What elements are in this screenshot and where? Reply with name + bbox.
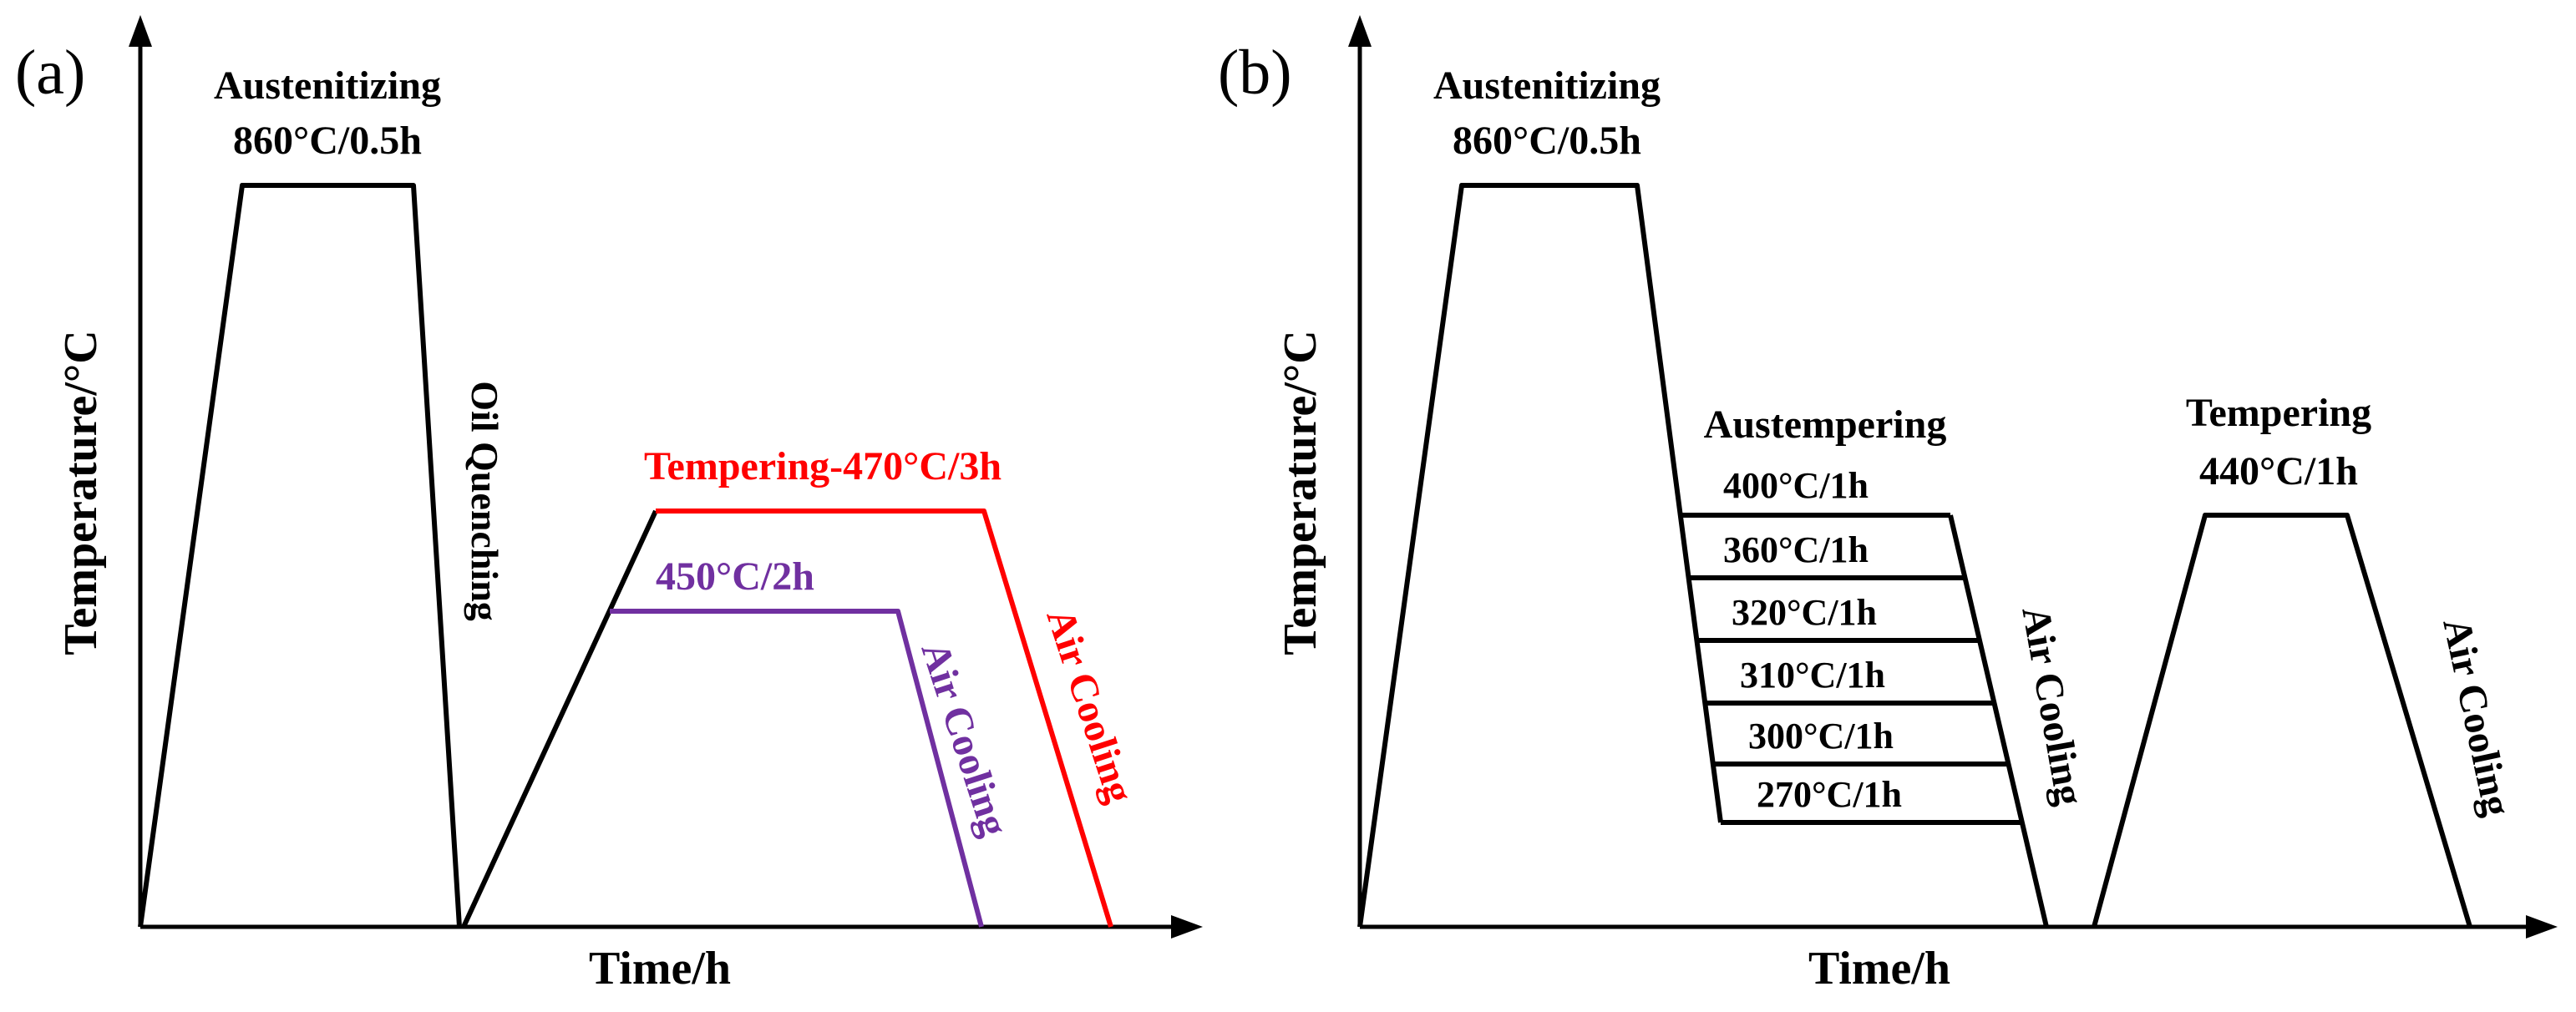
panel-a-y-arrow-icon [129,15,152,47]
panel-a-y-axis-label: Temperature/°C [55,330,107,655]
panel-b-tempering-title: Tempering [2186,391,2371,435]
panel-a-axes [138,35,1182,929]
panel-b-y-arrow-icon [1348,15,1372,47]
austemper-label-300: 300°C/1h [1748,716,1894,756]
panel-a-x-arrow-icon [1171,915,1203,939]
panel-a-tempering-470-curve [656,509,1113,928]
panel-b-axes [1357,35,2531,929]
austemper-label-360: 360°C/1h [1723,529,1869,570]
panel-a-austenitizing-condition: 860°C/0.5h [233,119,422,163]
panel-b-tempering-curve [2092,513,2472,928]
panel-b-label: (b) [1218,38,1292,108]
panel-b-austempering-holds [1679,513,2021,825]
austemper-label-270: 270°C/1h [1757,774,1902,815]
panel-a-austenitizing-quench-curve [138,183,462,928]
austemper-label-310: 310°C/1h [1740,655,1885,696]
panel-b-tempering-condition: 440°C/1h [2199,449,2358,493]
austemper-label-400: 400°C/1h [1723,465,1869,506]
panel-a-air-cooling-red-label: Air Cooling [1037,604,1142,808]
panel-b: (b) Temperature/°C Time/h Austenitizing … [1218,15,2558,994]
panel-b-air-cooling-line [1948,514,2049,928]
panel-a-label: (a) [15,38,85,108]
panel-a-reheat-ramp [461,509,658,929]
panel-b-air-cooling-1-label: Air Cooling [2013,603,2092,808]
panel-a-quench-label: Oil Quenching [464,381,506,621]
panel-b-austenitizing-condition: 860°C/0.5h [1453,119,1641,163]
panel-a-tempering-450-label: 450°C/2h [656,554,814,599]
panel-b-x-axis-label: Time/h [1808,943,1950,994]
panel-a-austenitizing-title: Austenitizing [214,63,441,108]
panel-a-tempering-450-curve [610,609,984,928]
panel-a-tempering-470-label: Tempering-470°C/3h [644,444,1001,488]
austemper-label-320: 320°C/1h [1732,592,1877,633]
panel-b-y-axis-label: Temperature/°C [1275,330,1326,655]
panel-b-austenitizing-quench-curve [1357,183,1723,928]
panel-b-austempering-title: Austempering [1704,402,1947,447]
panel-b-austenitizing-title: Austenitizing [1433,63,1661,108]
panel-b-x-arrow-icon [2526,915,2558,939]
panel-a: (a) Temperature/°C Time/h Austenitizing … [15,15,1203,994]
panel-b-air-cooling-2-label: Air Cooling [2434,615,2519,820]
panel-a-x-axis-label: Time/h [589,943,731,994]
panel-a-air-cooling-purple-label: Air Cooling [912,637,1017,842]
